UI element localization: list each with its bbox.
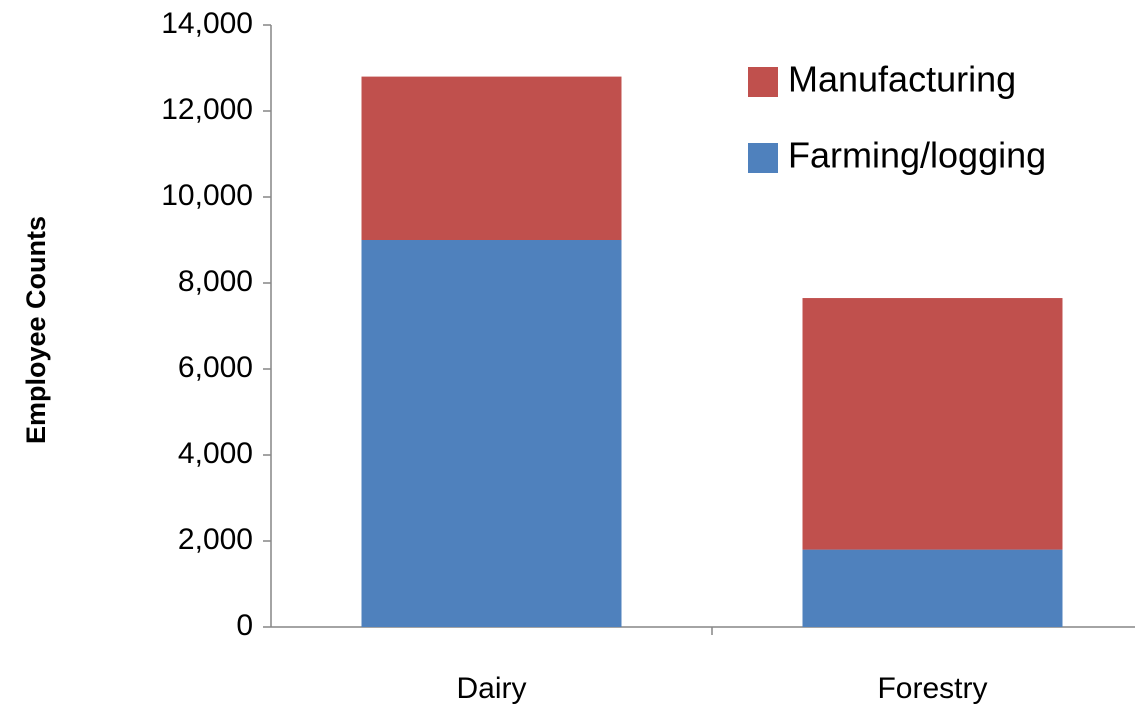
y-tick-label: 14,000	[161, 7, 253, 40]
x-tick-label: Dairy	[456, 672, 526, 705]
bar-segment	[361, 240, 622, 627]
y-tick-label: 8,000	[178, 265, 253, 298]
legend-swatch	[748, 67, 778, 97]
legend-label: Manufacturing	[788, 59, 1016, 100]
y-axis-label: Employee Counts	[21, 216, 51, 444]
legend-label: Farming/logging	[788, 135, 1046, 176]
bar-segment	[802, 298, 1063, 550]
y-tick-label: 6,000	[178, 351, 253, 384]
y-tick-label: 0	[236, 609, 253, 642]
y-tick-label: 4,000	[178, 437, 253, 470]
x-tick-label: Forestry	[877, 672, 987, 705]
legend-swatch	[748, 143, 778, 173]
y-tick-label: 12,000	[161, 93, 253, 126]
y-tick-label: 2,000	[178, 523, 253, 556]
y-tick-label: 10,000	[161, 179, 253, 212]
bar-segment	[361, 76, 622, 240]
bar-segment	[802, 549, 1063, 627]
